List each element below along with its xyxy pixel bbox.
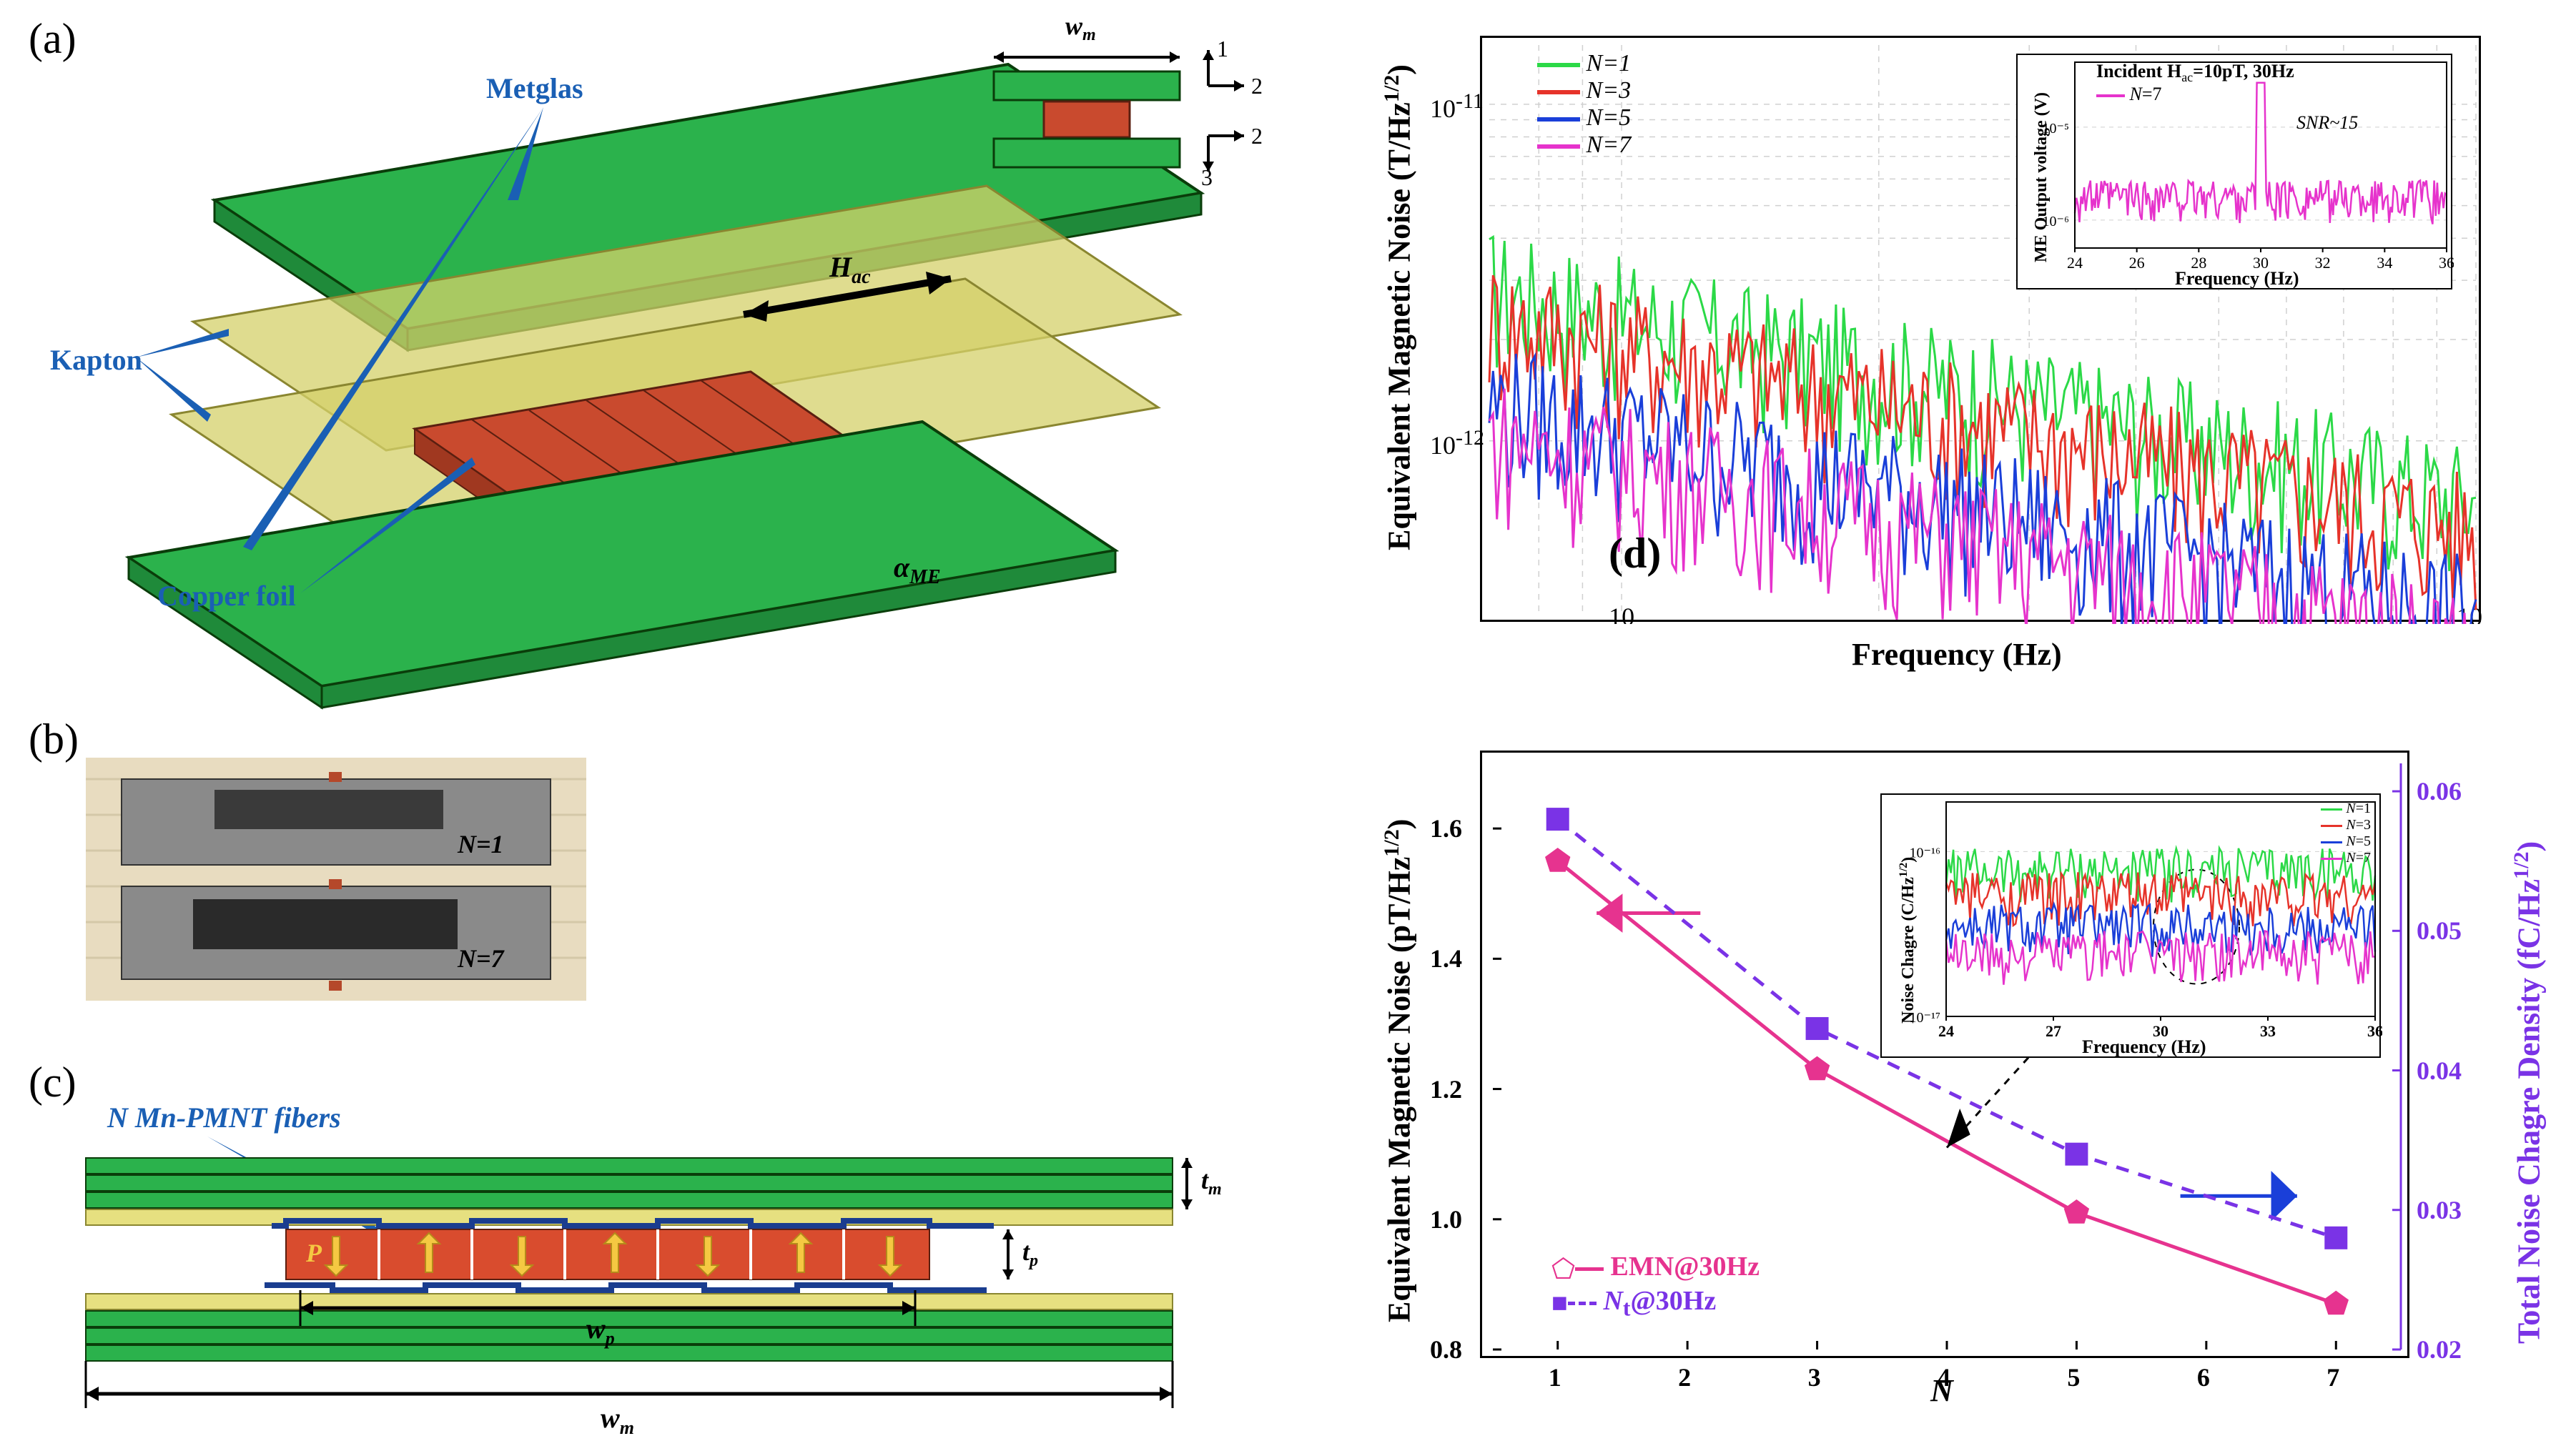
panel-e-inset: 242730333610⁻¹⁷10⁻¹⁶ Frequency (Hz) Nois… [1880, 793, 2381, 1058]
kapton-label: Kapton [50, 343, 142, 377]
svg-text:24: 24 [1938, 1022, 1954, 1040]
legend-n3: N=3 [1537, 77, 1631, 104]
panel-d-xlabel: Frequency (Hz) [1852, 636, 2062, 673]
panel-d-inset: 2426283032343610⁻⁶10⁻⁵ Incident Hac=10pT… [2016, 54, 2452, 289]
panel-d-ylabel: Equivalent Magnetic Noise (T/Hz1/2) [1380, 64, 1418, 550]
wm-label: wm [1065, 11, 1096, 45]
inset-snr: SNR~15 [2296, 112, 2358, 134]
metglas-label: Metglas [486, 71, 583, 105]
panel-a: (a) [29, 14, 1258, 772]
copper-label: Copper foil [157, 579, 296, 613]
inset-xlabel: Frequency (Hz) [2175, 268, 2299, 289]
hac-label: Hac [829, 250, 871, 289]
n7-label: N=7 [458, 944, 504, 974]
panel-e-ylabel-right: Total Noise Chagre Density (fC/Hz1/2) [2510, 841, 2547, 1344]
svg-text:100: 100 [2457, 603, 2483, 624]
inset-n7: N=7 [2096, 84, 2162, 105]
svg-text:24: 24 [2067, 254, 2083, 272]
alpha-label: αME [894, 550, 941, 589]
legend-n1: N=1 [1537, 50, 1631, 77]
panel-c: (c) N Mn-PMNT fibers [29, 1058, 1258, 1444]
panel-e-inset-plot: 242730333610⁻¹⁷10⁻¹⁶ [1882, 795, 2382, 1059]
tm-label: tm [1201, 1165, 1222, 1199]
panel-d-legend: N=1 N=3 N=5 N=7 [1537, 50, 1631, 159]
legend-n5: N=5 [1537, 104, 1631, 132]
panel-b-photo [29, 715, 615, 1022]
p-label: P [306, 1238, 322, 1268]
svg-text:26: 26 [2129, 254, 2145, 272]
panel-b: (b) N=1 N=7 [29, 715, 615, 1022]
svg-text:10: 10 [1609, 603, 1634, 624]
legend-emn: ⬠ EMN@30Hz [1551, 1251, 1760, 1285]
legend-nt: ■ Nt@30Hz [1551, 1285, 1760, 1322]
wm-label-c: wm [601, 1401, 634, 1439]
panel-d-label: (d) [1609, 529, 1661, 578]
svg-text:33: 33 [2260, 1022, 2276, 1040]
n1-label: N=1 [458, 829, 504, 859]
inset-e-ylabel: Noise Chagre (C/Hz1/2) [1898, 857, 1918, 1024]
svg-text:34: 34 [2377, 254, 2392, 272]
panel-a-diagram [29, 14, 1258, 772]
panel-e-ylabel-left: Equivalent Magnetic Noise (pT/Hz1/2) [1380, 819, 1418, 1322]
axis2-label-bot: 2 [1251, 123, 1263, 149]
panel-c-cross-section [29, 1058, 1258, 1444]
inset-title: Incident Hac=10pT, 30Hz [2096, 61, 2294, 85]
axis2-label-top: 2 [1251, 73, 1263, 99]
legend-n7: N=7 [1537, 132, 1631, 159]
inset-e-legend: N=1 N=3 N=5 N=7 [2321, 801, 2371, 866]
wp-label: wp [586, 1312, 615, 1349]
panel-e-legend: ⬠ EMN@30Hz ■ Nt@30Hz [1551, 1251, 1760, 1321]
panel-d-inset-plot: 2426283032343610⁻⁶10⁻⁵ [2018, 55, 2454, 291]
svg-text:27: 27 [2046, 1022, 2061, 1040]
panel-e: (e) N Equivalent Magnetic Noise (pT/Hz1/… [1337, 729, 2538, 1444]
inset-ylabel: ME Output voltage (V) [2032, 92, 2051, 262]
inset-e-xlabel: Frequency (Hz) [2082, 1036, 2206, 1058]
svg-text:36: 36 [2367, 1022, 2382, 1040]
svg-text:32: 32 [2315, 254, 2331, 272]
tp-label: tp [1022, 1237, 1038, 1271]
svg-text:36: 36 [2439, 254, 2454, 272]
axis1-label: 1 [1217, 36, 1228, 62]
axis3-label: 3 [1201, 164, 1213, 191]
panel-d: 10 100 (d) Frequency (Hz) Equivalent Magn… [1337, 14, 2538, 700]
